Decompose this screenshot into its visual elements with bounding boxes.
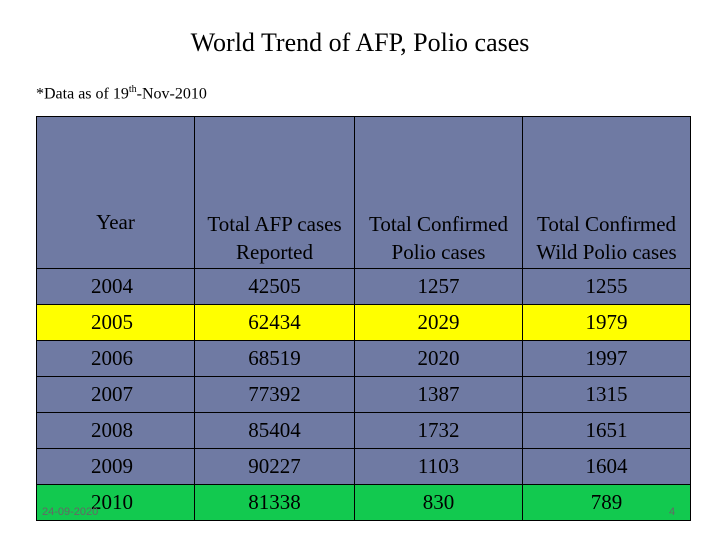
cell-wild: 789	[522, 484, 691, 521]
table-row-highlighted: 2005 62434 2029 1979	[36, 304, 691, 341]
header-confirmed-wild-polio: Total Confirmed Wild Polio cases	[522, 116, 691, 269]
table-header-row: Year Total AFP cases Reported Total Conf…	[36, 116, 691, 269]
table-row: 2006 68519 2020 1997	[36, 340, 691, 377]
cell-confirmed: 830	[354, 484, 523, 521]
header-total-afp: Total AFP cases Reported	[194, 116, 355, 269]
cell-wild: 1604	[522, 448, 691, 485]
cell-afp: 81338	[194, 484, 355, 521]
header-year: Year	[36, 116, 195, 269]
data-note: *Data as of 19th-Nov-2010	[36, 84, 207, 103]
cell-wild: 1255	[522, 268, 691, 305]
cell-wild: 1979	[522, 304, 691, 341]
cell-confirmed: 1103	[354, 448, 523, 485]
cell-year: 2006	[36, 340, 195, 377]
cell-wild: 1997	[522, 340, 691, 377]
cell-wild: 1315	[522, 376, 691, 413]
cell-confirmed: 1732	[354, 412, 523, 449]
cell-year: 2008	[36, 412, 195, 449]
cell-wild: 1651	[522, 412, 691, 449]
table-row: 2009 90227 1103 1604	[36, 448, 691, 485]
cell-afp: 42505	[194, 268, 355, 305]
cell-afp: 90227	[194, 448, 355, 485]
table-row: 2008 85404 1732 1651	[36, 412, 691, 449]
cell-afp: 77392	[194, 376, 355, 413]
cell-confirmed: 1387	[354, 376, 523, 413]
cell-year: 2004	[36, 268, 195, 305]
cell-year: 2007	[36, 376, 195, 413]
cell-year: 2005	[36, 304, 195, 341]
header-confirmed-polio: Total Confirmed Polio cases	[354, 116, 523, 269]
table-row: 2007 77392 1387 1315	[36, 376, 691, 413]
cell-afp: 85404	[194, 412, 355, 449]
cell-year: 2009	[36, 448, 195, 485]
cell-confirmed: 2020	[354, 340, 523, 377]
cell-afp: 62434	[194, 304, 355, 341]
cell-afp: 68519	[194, 340, 355, 377]
note-suffix: -Nov-2010	[136, 85, 207, 103]
footer-date: 24-09-2020	[42, 506, 99, 518]
polio-cases-table: Year Total AFP cases Reported Total Conf…	[36, 116, 691, 521]
cell-confirmed: 1257	[354, 268, 523, 305]
note-superscript: th	[128, 84, 137, 95]
cell-confirmed: 2029	[354, 304, 523, 341]
note-prefix: *Data as of 19	[36, 85, 129, 103]
table-row-highlighted: 2010 81338 830 789	[36, 484, 691, 521]
slide-title: World Trend of AFP, Polio cases	[190, 28, 530, 57]
cell-year: 2010	[36, 484, 195, 521]
page-number: 4	[669, 506, 676, 518]
table-row: 2004 42505 1257 1255	[36, 268, 691, 305]
